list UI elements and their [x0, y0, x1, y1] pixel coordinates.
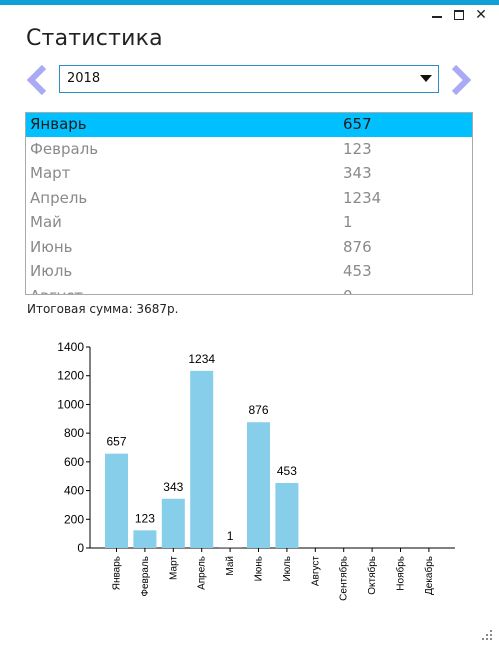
- resize-grip-icon[interactable]: [480, 628, 494, 642]
- bar: [247, 422, 270, 548]
- bar: [190, 370, 214, 548]
- month-name: Февраль: [30, 139, 99, 158]
- y-tick-label: 800: [64, 426, 84, 440]
- x-tick-label: Декабрь: [423, 556, 435, 595]
- month-value: 1234: [343, 188, 382, 207]
- x-tick-label: Сентябрь: [338, 556, 350, 601]
- maximize-icon[interactable]: [452, 8, 466, 22]
- month-value: 0: [343, 287, 353, 295]
- month-name: Июль: [30, 262, 73, 280]
- bar: [275, 482, 299, 548]
- x-tick-label: Январь: [112, 556, 123, 590]
- y-tick-label: 1000: [57, 397, 84, 411]
- x-tick-label: Февраль: [140, 556, 151, 597]
- month-name: Май: [30, 213, 62, 231]
- list-item[interactable]: Январь 657: [26, 113, 472, 137]
- list-item[interactable]: Май 1: [26, 211, 472, 235]
- y-tick-label: 200: [64, 512, 84, 526]
- close-icon[interactable]: ✕: [475, 7, 487, 23]
- list-item[interactable]: Март 343: [26, 162, 472, 186]
- data-label: 1: [227, 529, 234, 543]
- month-name: Август: [30, 287, 83, 295]
- bar: [161, 498, 185, 548]
- y-tick-label: 400: [64, 484, 84, 498]
- page-title: Статистика: [26, 26, 163, 51]
- chevron-right-icon[interactable]: [448, 64, 474, 96]
- window-accent-bar: [0, 0, 499, 5]
- x-tick-label: Октябрь: [366, 556, 378, 595]
- month-value: 343: [343, 164, 372, 182]
- x-tick-label: Май: [225, 556, 236, 576]
- data-label: 1234: [188, 352, 215, 366]
- month-value: 1: [343, 213, 353, 231]
- y-tick-label: 600: [64, 455, 84, 469]
- x-tick-label: Март: [168, 556, 179, 580]
- y-tick-label: 0: [77, 541, 84, 555]
- year-select[interactable]: 2018: [59, 65, 439, 93]
- x-tick-label: Июнь: [254, 556, 265, 581]
- y-tick-label: 1400: [57, 340, 84, 354]
- month-value: 123: [343, 139, 372, 158]
- data-label: 453: [277, 464, 297, 478]
- y-tick-label: 1200: [57, 369, 84, 383]
- minimize-icon[interactable]: [430, 8, 444, 22]
- x-tick-label: Ноябрь: [395, 556, 407, 591]
- year-select-value: 2018: [67, 71, 101, 86]
- month-name: Июнь: [30, 237, 73, 256]
- chevron-left-icon[interactable]: [24, 64, 50, 96]
- month-value: 453: [343, 262, 372, 280]
- x-tick-label: Апрель: [197, 556, 208, 590]
- data-label: 343: [163, 480, 183, 494]
- month-name: Апрель: [30, 188, 88, 207]
- month-value: 657: [343, 115, 372, 133]
- list-item[interactable]: Февраль 123: [26, 138, 472, 162]
- data-label: 876: [248, 403, 268, 417]
- bar-chart: 0 200 400 600 800 1000 1200 1400 657 Январь 123 Фев…: [57, 340, 455, 601]
- month-value: 876: [343, 237, 372, 256]
- total-sum-label: Итоговая сумма: 3687р.: [27, 302, 179, 316]
- data-label: 123: [135, 511, 155, 525]
- month-name: Январь: [30, 115, 87, 133]
- list-item[interactable]: Апрель 1234: [26, 187, 472, 211]
- bar: [133, 530, 157, 548]
- x-tick-label: Июль: [282, 556, 293, 582]
- bar: [105, 453, 128, 548]
- list-item[interactable]: Июль 453: [26, 260, 472, 284]
- chevron-down-icon: [420, 75, 432, 82]
- list-item[interactable]: Июнь 876: [26, 236, 472, 260]
- data-label: 657: [106, 435, 126, 449]
- list-item[interactable]: Август 0: [26, 285, 472, 295]
- x-tick-label: Август: [310, 556, 321, 587]
- month-name: Март: [30, 164, 71, 182]
- month-list[interactable]: Январь 657 Февраль 123 Март 343 Апрель 1…: [25, 112, 473, 295]
